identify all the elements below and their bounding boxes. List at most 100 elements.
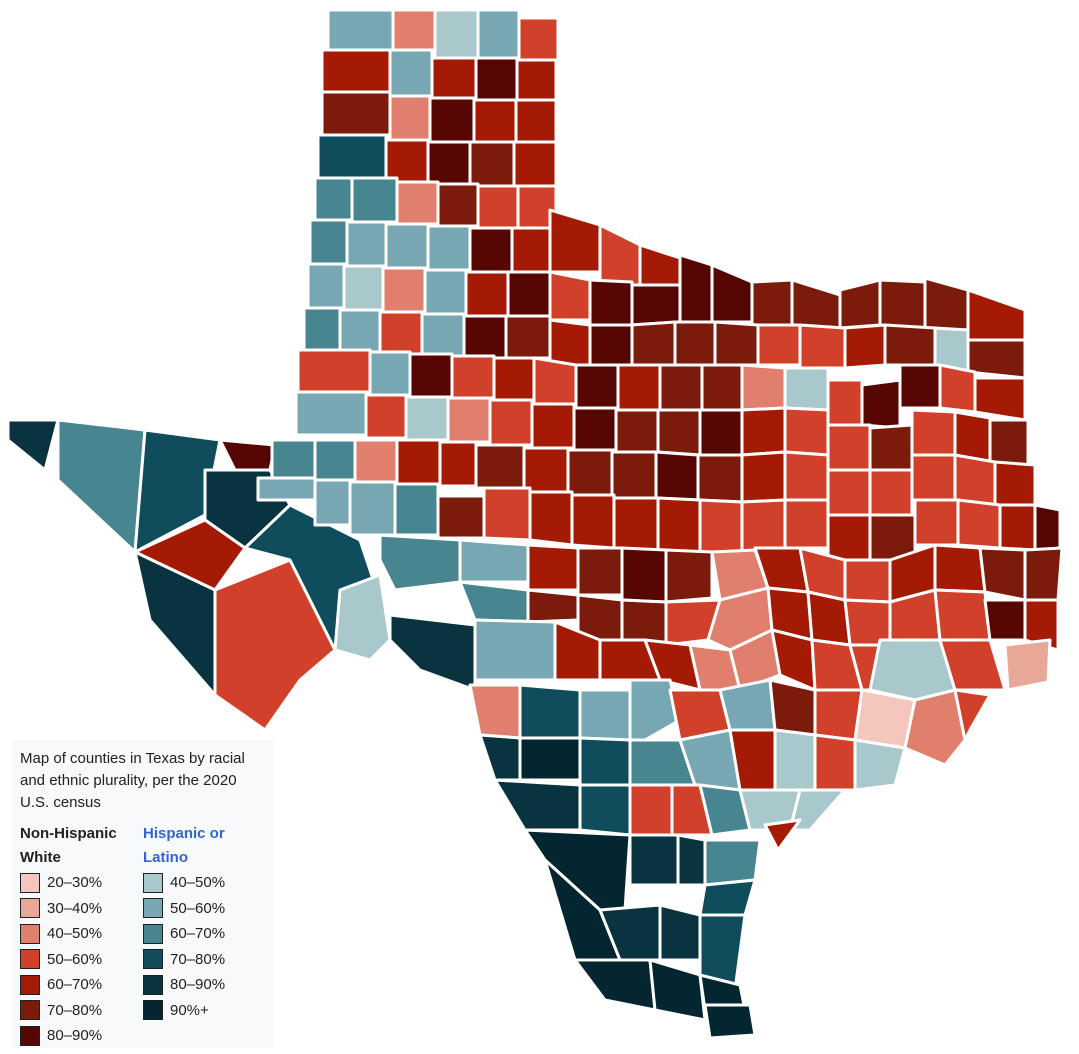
legend-item-nhw: 80–90% xyxy=(20,1023,143,1049)
county-region xyxy=(740,363,787,412)
county-region xyxy=(988,418,1030,467)
legend-label: 60–70% xyxy=(47,976,103,994)
county-region xyxy=(395,180,440,226)
county-region xyxy=(56,418,147,554)
county-region xyxy=(910,453,957,502)
county-region xyxy=(468,683,522,740)
county-region xyxy=(302,306,342,352)
legend-item-nhw: 70–80% xyxy=(20,998,143,1024)
county-region xyxy=(658,903,702,962)
county-region xyxy=(578,688,632,742)
county-region xyxy=(826,513,872,562)
legend-label: 20–30% xyxy=(47,874,103,892)
county-region xyxy=(576,546,624,597)
legend-label: 60–70% xyxy=(170,925,226,943)
county-region xyxy=(458,538,530,584)
county-region xyxy=(750,278,794,327)
county-region xyxy=(350,176,399,224)
county-region xyxy=(517,16,560,62)
county-region xyxy=(868,468,914,517)
county-region xyxy=(468,226,514,274)
county-region xyxy=(294,390,368,437)
legend-swatch xyxy=(20,1025,40,1046)
county-region xyxy=(388,94,432,142)
county-region xyxy=(853,738,907,792)
county-region xyxy=(482,486,532,542)
legend-item-hl: 70–80% xyxy=(143,947,266,973)
county-region xyxy=(698,408,744,457)
county-region xyxy=(488,398,534,447)
county-region xyxy=(628,678,682,742)
county-region xyxy=(296,348,372,394)
legend-swatch xyxy=(143,923,163,944)
county-region xyxy=(938,363,977,414)
county-region xyxy=(320,48,392,94)
legend-label: 50–60% xyxy=(47,950,103,968)
county-region xyxy=(913,498,960,547)
county-region xyxy=(408,352,454,399)
county-region xyxy=(308,218,349,266)
county-region xyxy=(813,733,857,792)
county-region xyxy=(518,736,582,782)
county-region xyxy=(510,226,552,274)
county-region xyxy=(436,494,486,540)
county-region xyxy=(570,493,616,550)
county-region xyxy=(713,320,760,367)
county-region xyxy=(270,438,317,480)
county-region xyxy=(530,402,576,450)
county-region xyxy=(966,288,1027,342)
legend-item-hl: 80–90% xyxy=(143,972,266,998)
county-region xyxy=(306,262,346,310)
county-region xyxy=(353,438,399,484)
county-region xyxy=(506,270,552,318)
legend-item-nhw: 40–50% xyxy=(20,921,143,947)
county-region xyxy=(573,958,657,1012)
county-region xyxy=(522,446,570,494)
county-region xyxy=(628,783,674,837)
legend-item-nhw: 20–30% xyxy=(20,870,143,896)
county-region xyxy=(566,448,614,497)
county-region xyxy=(588,323,634,367)
legend-label: 40–50% xyxy=(170,874,226,892)
county-region xyxy=(698,498,744,554)
county-region xyxy=(788,788,847,832)
county-region xyxy=(860,378,902,430)
county-region xyxy=(673,320,717,367)
county-region xyxy=(676,833,707,887)
county-region xyxy=(528,490,574,547)
county-region xyxy=(933,543,987,594)
county-region xyxy=(790,278,842,330)
county-region xyxy=(378,310,424,356)
county-region xyxy=(654,450,700,502)
legend-swatch xyxy=(20,974,40,995)
county-region xyxy=(492,356,536,402)
legend: Map of counties in Texas by racial and e… xyxy=(12,740,274,1048)
county-region xyxy=(648,958,707,1022)
county-region xyxy=(423,268,468,316)
county-region xyxy=(616,363,662,412)
legend-label: 30–40% xyxy=(47,899,103,917)
county-region xyxy=(320,90,392,137)
county-region xyxy=(338,308,382,354)
county-region xyxy=(978,546,1027,602)
county-region xyxy=(1023,598,1060,652)
county-region xyxy=(703,1003,757,1040)
county-region xyxy=(472,98,518,144)
legend-swatch xyxy=(143,872,163,893)
county-region xyxy=(548,208,602,274)
legend-item-nhw: 30–40% xyxy=(20,896,143,922)
county-region xyxy=(938,638,1007,692)
county-region xyxy=(326,8,395,52)
county-region xyxy=(532,356,578,406)
county-region xyxy=(698,878,757,917)
county-region xyxy=(843,558,892,604)
county-region xyxy=(391,8,437,52)
county-region xyxy=(966,338,1027,380)
county-region xyxy=(578,736,632,787)
county-region xyxy=(798,323,847,370)
county-region xyxy=(426,224,472,272)
county-region xyxy=(614,408,660,454)
county-region xyxy=(478,733,522,782)
county-region xyxy=(658,363,704,412)
county-region xyxy=(783,498,830,550)
